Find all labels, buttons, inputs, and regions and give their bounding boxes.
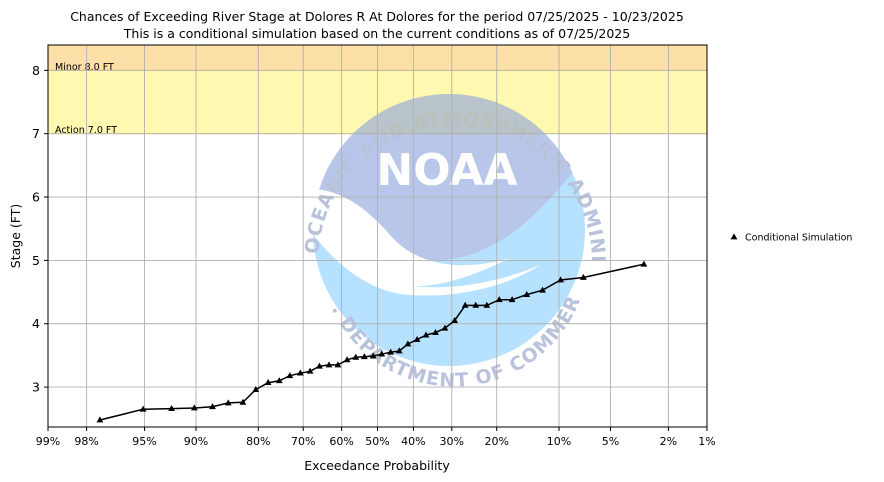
x-axis-ticks: 99% 98% 95% 90% 80% 70% 60% 50% 40% 30% 20% 10% 5% 2%… [36, 427, 716, 448]
threshold-label: Action 7.0 FT [55, 125, 117, 136]
x-tick-label: 95% [132, 435, 156, 448]
y-tick-label: 3 [32, 380, 40, 395]
y-tick-label: 5 [32, 253, 40, 268]
data-point [325, 361, 333, 368]
data-point [352, 353, 360, 360]
data-point [139, 405, 147, 412]
data-point [334, 361, 342, 368]
legend-marker [730, 233, 738, 240]
x-tick-label: 20% [484, 435, 508, 448]
watermark-center: NOAA [376, 145, 517, 196]
data-point [404, 340, 412, 347]
x-tick-label: 90% [184, 435, 208, 448]
data-point [296, 369, 304, 376]
data-point [495, 296, 503, 303]
series-conditional-simulation [96, 260, 648, 423]
data-point [369, 352, 377, 359]
data-point [168, 405, 175, 412]
threshold-label: Minor 8.0 FT [55, 62, 114, 73]
x-tick-label: 1% [698, 435, 715, 448]
y-axis-label: Stage (FT) [8, 204, 23, 268]
x-tick-label: 40% [401, 435, 425, 448]
x-tick-label: 5% [602, 435, 619, 448]
y-tick-label: 8 [32, 63, 40, 78]
data-point [190, 404, 198, 411]
data-point [451, 316, 459, 323]
data-point [96, 416, 104, 423]
data-point [461, 301, 469, 308]
x-tick-label: 50% [365, 435, 389, 448]
chart-subtitle: This is a conditional simulation based o… [123, 26, 630, 41]
data-point [539, 286, 546, 293]
data-point [472, 301, 480, 308]
data-point [360, 353, 368, 360]
x-axis-label: Exceedance Probability [304, 458, 450, 473]
data-point [413, 335, 421, 342]
x-tick-label: 60% [329, 435, 353, 448]
chart-title: Chances of Exceeding River Stage at Dolo… [70, 9, 684, 24]
x-tick-label: 99% [36, 435, 60, 448]
legend: Conditional Simulation [730, 233, 852, 244]
data-point [343, 356, 351, 363]
data-point [286, 372, 294, 379]
data-point [432, 329, 439, 336]
x-tick-label: 30% [440, 435, 464, 448]
data-point [422, 331, 430, 338]
x-tick-label: 10% [547, 435, 571, 448]
legend-label: Conditional Simulation [745, 233, 852, 244]
data-point [275, 377, 283, 384]
data-point [264, 379, 272, 386]
data-point [523, 290, 531, 297]
y-tick-label: 6 [32, 190, 40, 205]
data-point [252, 386, 260, 393]
y-axis-ticks: 3 4 5 6 7 8 [32, 63, 48, 395]
data-point [508, 296, 516, 303]
data-point [224, 399, 232, 406]
y-tick-label: 4 [32, 316, 40, 331]
data-point [209, 403, 216, 410]
y-tick-label: 7 [32, 126, 40, 141]
data-point [580, 273, 587, 280]
data-point [441, 324, 449, 331]
data-point [395, 347, 403, 354]
x-tick-label: 2% [660, 435, 677, 448]
data-point [557, 276, 565, 283]
data-point [483, 301, 491, 308]
data-point [316, 362, 323, 369]
data-point [239, 398, 247, 405]
x-tick-label: 98% [74, 435, 98, 448]
data-point [640, 260, 648, 267]
x-tick-label: 80% [246, 435, 270, 448]
data-point [306, 367, 314, 374]
x-tick-label: 70% [291, 435, 315, 448]
data-point [387, 348, 395, 355]
data-point [378, 350, 386, 357]
